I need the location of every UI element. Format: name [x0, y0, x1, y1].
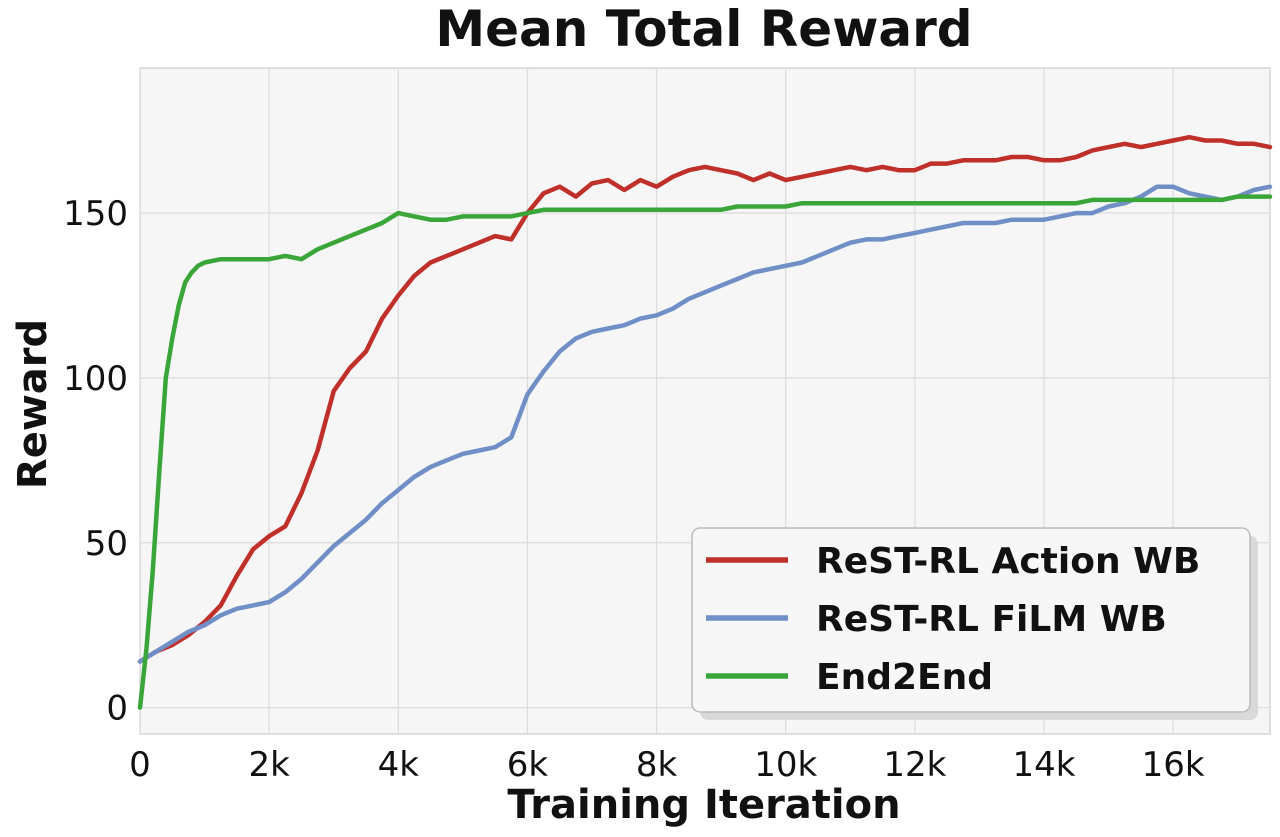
- series-line-rest-rl-action-wb: [137, 134, 1273, 664]
- legend-label-rest-rl-action-wb: ReST-RL Action WB: [816, 541, 1200, 582]
- y-tick-label: 50: [85, 524, 128, 564]
- x-axis-label: Training Iteration: [507, 782, 900, 828]
- y-tick-label: 150: [63, 194, 128, 234]
- y-tick-label: 100: [63, 359, 128, 399]
- y-axis-ticks: 0 50 100 150: [63, 194, 128, 729]
- x-axis-ticks: 0 2k 4k 6k 8k 10k 12k 14k 16k: [129, 745, 1205, 785]
- x-tick-label: 4k: [378, 745, 420, 785]
- x-tick-label: 14k: [1013, 745, 1076, 785]
- legend-label-rest-rl-film-wb: ReST-RL FiLM WB: [816, 599, 1167, 640]
- y-tick-label: 0: [106, 689, 128, 729]
- chart-title: Mean Total Reward: [435, 0, 972, 58]
- legend: ReST-RL Action WB ReST-RL FiLM WB End2End: [691, 527, 1258, 720]
- series-layer: [137, 134, 1273, 710]
- x-tick-label: 8k: [636, 745, 678, 785]
- x-tick-label: 10k: [754, 745, 817, 785]
- legend-label-end2end: End2End: [816, 657, 993, 698]
- y-axis-label: Reward: [10, 319, 56, 489]
- series-line-rest-rl-film-wb: [137, 184, 1273, 664]
- x-tick-label: 12k: [883, 745, 946, 785]
- x-tick-label: 0: [129, 745, 151, 785]
- x-tick-label: 6k: [507, 745, 549, 785]
- series-line-end2end: [137, 194, 1273, 710]
- x-tick-label: 16k: [1142, 745, 1205, 785]
- legend-box: [691, 527, 1251, 713]
- legend-items: ReST-RL Action WB ReST-RL FiLM WB End2End: [706, 541, 1200, 698]
- x-tick-label: 2k: [248, 745, 290, 785]
